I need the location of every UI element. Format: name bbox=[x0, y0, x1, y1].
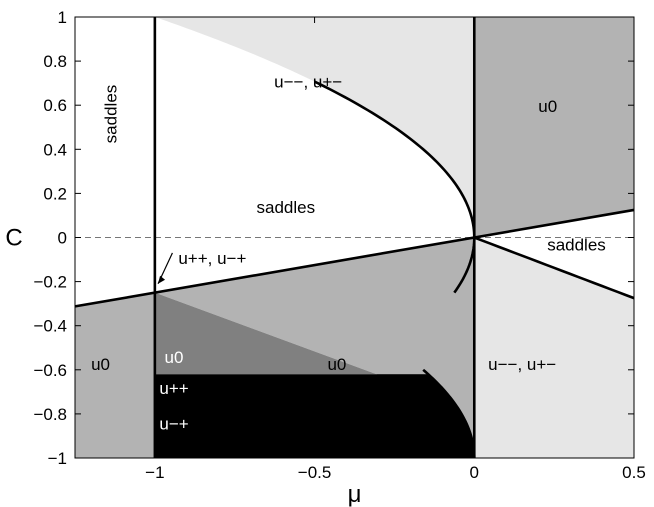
y-tick-label: 0 bbox=[58, 229, 67, 248]
region-annotation: u0 bbox=[538, 97, 557, 116]
x-tick-label: 0.5 bbox=[622, 463, 646, 482]
y-tick-label: −0.2 bbox=[33, 273, 67, 292]
x-tick-label: 0 bbox=[470, 463, 479, 482]
region-annotation: saddles bbox=[257, 198, 316, 217]
region-annotation: saddles bbox=[102, 85, 121, 144]
region-u0-middle bbox=[154, 237, 475, 458]
boundary-right-curve bbox=[473, 236, 635, 300]
region-lower-right bbox=[474, 237, 634, 458]
region-labels: saddles u−−, u+− u0 saddles saddles u++, u−+ u… bbox=[91, 73, 606, 434]
region-annotation: u−+ bbox=[159, 414, 188, 433]
y-tick-label: 0.2 bbox=[43, 184, 67, 203]
region-u0-right bbox=[474, 17, 634, 238]
y-tick-label: 0.4 bbox=[43, 140, 67, 159]
axis-ticks: −1 −0.5 0 0.5 1 0.8 0.6 0.4 0.2 0 −0.2 −0.4 −0.6 −0.8… bbox=[33, 8, 645, 482]
x-tick-label: −0.5 bbox=[298, 463, 332, 482]
y-axis-label: C bbox=[5, 225, 22, 252]
x-tick-label: −1 bbox=[145, 463, 164, 482]
region-annotation: u0 bbox=[91, 355, 110, 374]
boundary-lower-parabola bbox=[422, 368, 476, 459]
region-annotation: u−−, u+− bbox=[488, 355, 556, 374]
region-black bbox=[154, 374, 475, 458]
region-annotation: u++, u−+ bbox=[178, 249, 246, 268]
boundary-upper-parabola-tail bbox=[453, 237, 476, 294]
region-annotation: u0 bbox=[165, 348, 184, 367]
y-tick-label: −1 bbox=[48, 449, 67, 468]
y-tick-label: 1 bbox=[58, 8, 67, 27]
region-annotation: saddles bbox=[547, 236, 606, 255]
region-upper-middle bbox=[154, 17, 475, 238]
region-annotation: u0 bbox=[327, 355, 346, 374]
y-tick-label: 0.8 bbox=[43, 52, 67, 71]
x-axis-label: μ bbox=[348, 481, 362, 507]
boundary-line bbox=[74, 208, 635, 308]
y-tick-label: −0.4 bbox=[33, 317, 67, 336]
region-annotation: u−−, u+− bbox=[274, 73, 342, 92]
y-tick-label: −0.6 bbox=[33, 361, 67, 380]
boundary-upper-parabola bbox=[314, 80, 476, 238]
y-tick-label: −0.8 bbox=[33, 405, 67, 424]
boundary-curves bbox=[74, 17, 635, 459]
y-tick-label: 0.6 bbox=[43, 96, 67, 115]
region-u0-left bbox=[75, 292, 155, 458]
pointer-arrowhead bbox=[158, 275, 166, 284]
region-annotation: u++ bbox=[159, 379, 188, 398]
